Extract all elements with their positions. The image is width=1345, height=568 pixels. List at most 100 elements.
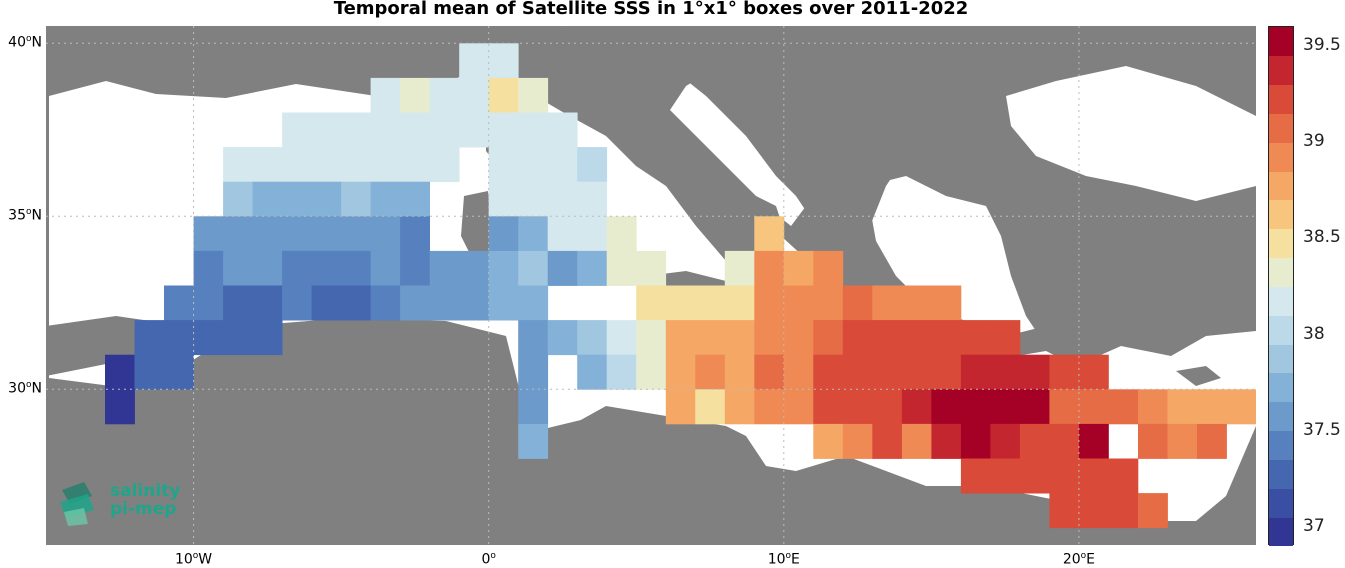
sss-cell [1019,458,1050,494]
sss-cell [282,147,312,183]
sss-cell [518,77,549,113]
logo-line2: pi-mep [110,499,177,519]
sss-cell [842,389,873,425]
sss-cell [341,216,371,252]
sss-cell [488,285,519,321]
sss-cell [577,250,608,286]
logo-icon [60,482,94,526]
sss-cell [1019,389,1050,425]
balkans-land [736,26,1006,266]
sardinia-island [461,191,494,266]
sss-cell [665,354,696,390]
sss-cell [223,320,253,356]
sss-cell [252,285,283,321]
sss-cell [606,354,637,390]
sss-cell [636,320,667,356]
sss-cell [370,216,401,252]
colorbar-segment [1269,286,1293,316]
sss-cell [547,320,578,356]
colorbar-segment [1269,55,1293,86]
sss-cell [724,285,755,321]
sss-cell [459,112,490,148]
sss-cell [990,389,1021,425]
sss-cell [518,112,549,148]
sss-cell [724,320,755,356]
sss-cell [311,250,342,286]
lon-hem: E [1086,551,1096,568]
lat-hem: N [31,207,42,224]
colorbar-segment [1269,459,1293,489]
sss-cell [459,77,490,113]
sss-cell [252,216,283,252]
sss-cell [695,320,726,356]
sss-cell [193,285,224,321]
sss-cell [813,389,844,425]
colorbar-segment [1269,113,1293,143]
sss-cell [813,423,844,459]
colorbar-tick-label: 37.5 [1303,419,1341,440]
sss-cell [813,320,844,356]
sss-cells-layer [105,43,1256,529]
sss-cell [400,216,430,252]
iberia-land [46,26,486,91]
sss-cell [872,389,903,425]
sss-cell [429,77,460,113]
sss-cell [134,354,165,390]
sss-cell [783,320,814,356]
sss-cell [813,250,844,286]
sss-cell [105,354,135,390]
sss-cell [341,250,371,286]
sss-cell [311,285,342,321]
latitude-label: 40oN [8,34,42,51]
sss-cell [1078,354,1109,390]
colorbar-tick-label: 38.5 [1303,227,1341,248]
sss-cell [223,147,253,183]
sss-cell [872,423,903,459]
longitude-label: 0o [481,551,496,568]
sss-cell [370,147,401,183]
colorbar-tick-label: 39.5 [1303,35,1341,56]
sss-cell [252,320,283,356]
sss-cell [547,216,578,252]
sss-cell [459,285,490,321]
latitude-label: 35oN [8,207,42,224]
sss-cell [813,285,844,321]
colorbar-segment [1269,228,1293,259]
sss-cell [901,389,932,425]
sss-cell [931,389,962,425]
sss-cell [370,112,401,148]
figure-title: Temporal mean of Satellite SSS in 1°x1° … [333,0,969,19]
latitude-label: 30oN [8,380,42,397]
sss-cell [400,285,430,321]
sss-cell [754,216,785,252]
sss-cell [223,181,253,217]
sss-cell [1049,423,1080,459]
sss-cell [370,181,401,217]
sss-cell [872,354,903,390]
sss-cell [400,147,430,183]
lon-deg: 10 [174,551,193,568]
sss-cell [518,389,549,425]
sss-cell [960,389,991,425]
sss-cell [577,147,608,183]
sss-cell [311,216,342,252]
colorbar-segment [1269,171,1293,201]
sss-cell [400,181,430,217]
sss-cell [164,285,194,321]
colorbar-segment [1269,373,1293,403]
sss-cell [1108,389,1139,425]
sss-cell [518,250,549,286]
sss-cell [1078,423,1109,459]
sss-cell [842,320,873,356]
salinity-pimep-logo: salinity pi-mep [58,480,198,530]
sss-cell [931,423,962,459]
graticule-layer [46,26,1256,545]
sss-cell [518,147,549,183]
sss-cell [783,250,814,286]
sss-cell [931,285,962,321]
sss-cell [488,112,519,148]
lat-hem: N [31,34,42,51]
sss-cell [1197,389,1227,425]
colorbar-segment [1269,517,1293,547]
colorbar-segment [1269,84,1293,114]
